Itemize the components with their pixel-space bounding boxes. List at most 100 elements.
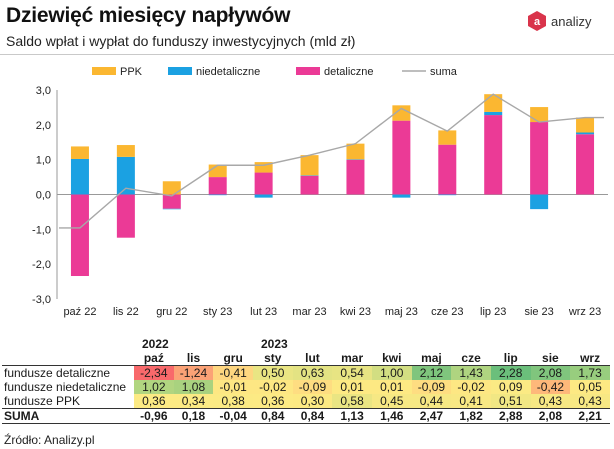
y-tick-label: -1,0 <box>32 224 51 236</box>
table-month-header: paź <box>134 351 174 366</box>
table-cell: 0,45 <box>371 394 412 409</box>
legend-swatch-niedetaliczne <box>168 67 192 75</box>
table-month-header: lip <box>490 351 531 366</box>
bar-segment-detaliczne <box>300 175 319 195</box>
table-year-row: 2022 2023 <box>2 337 610 351</box>
table-cell: 0,43 <box>570 394 610 409</box>
bar-segment-detaliczne <box>484 115 503 195</box>
bar-segment-niedetaliczne <box>254 194 273 198</box>
x-tick-label: paź 22 <box>63 306 96 318</box>
table-cell: 0,01 <box>332 380 372 394</box>
table-cell: 0,63 <box>292 365 333 380</box>
table-month-header: sie <box>530 351 571 366</box>
values-table: 2022 2023 paź lis gru sty lut mar kwi maj cze lip si… <box>2 337 610 424</box>
legend-label-detaliczne: detaliczne <box>324 66 374 78</box>
logo-text: analizy <box>551 13 592 29</box>
bar-segment-ppk <box>116 145 135 157</box>
table-cell: 0,50 <box>252 365 293 380</box>
bar-segment-niedetaliczne <box>70 158 89 195</box>
legend-label-ppk: PPK <box>120 66 143 78</box>
table-sum-cell: -0,96 <box>134 408 174 424</box>
legend-label-niedetaliczne: niedetaliczne <box>196 66 260 78</box>
table-row-label: fundusze PPK <box>4 394 81 408</box>
x-tick-label: lis 22 <box>113 306 139 318</box>
table-cell: -0,41 <box>213 365 253 380</box>
bar-segment-niedetaliczne <box>208 194 227 196</box>
header-divider <box>0 54 614 55</box>
table-month-header: maj <box>411 351 452 366</box>
x-tick-label: gru 22 <box>156 306 187 318</box>
table-cell: 0,36 <box>252 394 293 409</box>
bar-segment-niedetaliczne <box>530 194 549 210</box>
y-tick-label: 2,0 <box>36 120 51 132</box>
table-sum-cell: 0,84 <box>252 408 293 424</box>
y-tick-label: -3,0 <box>32 294 51 306</box>
table-row: fundusze detaliczne -2,34 -1,24 -0,41 0,50 0,… <box>2 365 610 380</box>
table-cell: 0,41 <box>451 394 491 409</box>
x-tick-label: wrz 23 <box>568 306 601 318</box>
suma-line <box>59 93 604 229</box>
bar-segment-niedetaliczne <box>438 194 457 196</box>
table-cell: 0,58 <box>332 394 372 409</box>
table-cell: -0,01 <box>213 380 253 394</box>
bar-segment-ppk <box>300 155 319 176</box>
x-tick-label: sty 23 <box>203 306 232 318</box>
table-cell: 0,36 <box>134 394 174 409</box>
legend-label-suma: suma <box>430 66 458 78</box>
x-tick-label: kwi 23 <box>340 306 371 318</box>
table-sum-cell: 0,18 <box>173 408 214 424</box>
bar-segment-detaliczne <box>346 159 365 195</box>
table-cell: 1,43 <box>451 365 491 380</box>
table-month-header: kwi <box>371 351 412 366</box>
table-cell: -1,24 <box>173 365 214 380</box>
table-sum-cell: 1,46 <box>371 408 412 424</box>
bar-segment-niedetaliczne <box>116 156 135 195</box>
x-tick-label: sie 23 <box>524 306 553 318</box>
bar-segment-ppk <box>162 181 181 195</box>
table-month-row: paź lis gru sty lut mar kwi maj cze lip sie wrz <box>2 351 610 366</box>
table-cell: -0,02 <box>252 380 293 394</box>
bar-segment-niedetaliczne <box>484 111 503 116</box>
y-tick-label: 1,0 <box>36 155 51 167</box>
chart-subtitle: Saldo wpłat i wypłat do funduszy inwesty… <box>6 33 356 49</box>
table-sum-cell: 2,88 <box>490 408 531 424</box>
bar-segment-ppk <box>254 162 273 173</box>
table-cell: 2,28 <box>490 365 531 380</box>
legend-swatch-detaliczne <box>296 67 320 75</box>
data-table: 2022 2023 paź lis gru sty lut mar kwi maj cze lip si… <box>2 337 612 424</box>
table-month-header: gru <box>213 351 253 366</box>
table-row: fundusze niedetaliczne 1,02 1,08 -0,01 -0,02… <box>2 380 610 394</box>
table-sum-cell: 1,82 <box>451 408 491 424</box>
table-cell: 0,05 <box>570 380 610 394</box>
table-cell: 0,44 <box>411 394 452 409</box>
table-sum-cell: 0,84 <box>292 408 333 424</box>
bar-segment-ppk <box>530 107 549 123</box>
bar-segment-niedetaliczne <box>162 208 181 210</box>
bar-segment-detaliczne <box>208 177 227 195</box>
bar-segment-niedetaliczne <box>346 159 365 160</box>
table-month-header: lut <box>292 351 333 366</box>
bar-segment-detaliczne <box>392 120 411 195</box>
x-tick-label: lip 23 <box>480 306 506 318</box>
bar-segment-detaliczne <box>162 194 181 209</box>
table-cell: 2,12 <box>411 365 452 380</box>
bar-segment-detaliczne <box>116 194 135 238</box>
x-tick-label: cze 23 <box>431 306 463 318</box>
stacked-bar-chart: -3,0 -2,0 -1,0 0,0 1,0 2,0 3,0 paź 22 lis 22 gru … <box>32 66 608 318</box>
bar-segment-ppk <box>70 146 89 159</box>
legend-swatch-ppk <box>92 67 116 75</box>
table-cell: 0,34 <box>173 394 214 409</box>
source-note: Źródło: Analizy.pl <box>4 433 95 447</box>
table-cell: -0,42 <box>530 380 571 394</box>
table-cell: 0,09 <box>490 380 531 394</box>
y-tick-label: -2,0 <box>32 259 51 271</box>
x-tick-label: maj 23 <box>385 306 418 318</box>
bar-segment-detaliczne <box>254 172 273 195</box>
table-cell: 1,73 <box>570 365 610 380</box>
table-year-header: 2022 <box>142 337 169 351</box>
bar-segment-ppk <box>484 94 503 112</box>
analizy-logo-icon: a <box>528 11 546 31</box>
table-cell: 0,51 <box>490 394 531 409</box>
bar-segment-detaliczne <box>70 194 89 277</box>
table-cell: 0,01 <box>371 380 412 394</box>
